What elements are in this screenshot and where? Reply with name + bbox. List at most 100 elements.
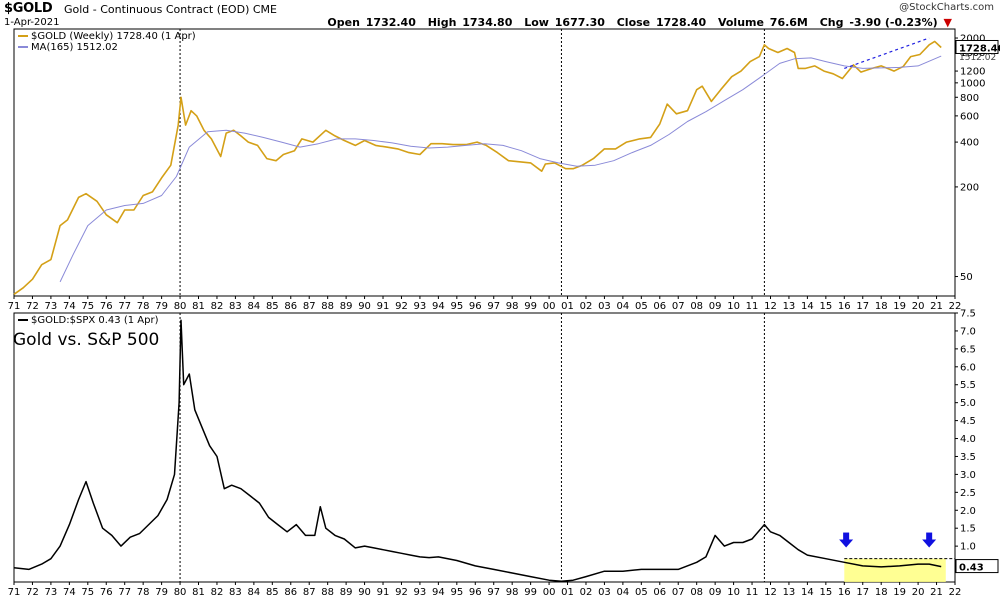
ratio-panel-xtick-label: 05 — [635, 587, 648, 598]
gold-panel-xtick-label: 06 — [653, 301, 666, 312]
ratio-panel-ytick-label: 5.5 — [960, 380, 976, 391]
ratio-panel-xtick-label: 04 — [617, 587, 630, 598]
ratio-panel-xtick-label: 71 — [8, 587, 21, 598]
ratio-panel-ytick-label: 2.0 — [960, 506, 976, 517]
gold-panel-legend-label: MA(165) 1512.02 — [31, 42, 118, 53]
close-label: Close — [616, 16, 651, 29]
ratio-panel-xtick-label: 86 — [284, 587, 297, 598]
gold-panel-xtick-label: 16 — [838, 301, 851, 312]
ratio-panel-ytick-label: 6.5 — [960, 344, 976, 355]
gold-panel-xtick-label: 03 — [598, 301, 611, 312]
ratio-panel-ytick-label: 3.5 — [960, 452, 976, 463]
gold-panel-xtick-label: 14 — [801, 301, 814, 312]
gold-panel-xtick-label: 18 — [875, 301, 888, 312]
gold-panel-xtick-label: 98 — [506, 301, 519, 312]
gold-panel-xtick-label: 11 — [746, 301, 759, 312]
gold-panel-xtick-label: 96 — [469, 301, 482, 312]
gold-panel-xtick-label: 89 — [340, 301, 353, 312]
open-label: Open — [327, 16, 360, 29]
symbol: $GOLD — [4, 1, 53, 16]
ratio-panel-xtick-label: 80 — [174, 587, 187, 598]
ratio-panel-ytick-label: 4.0 — [960, 434, 976, 445]
ratio-panel-xtick-label: 81 — [192, 587, 205, 598]
gold-panel-xtick-label: 15 — [819, 301, 832, 312]
ratio-panel-xtick-label: 20 — [912, 587, 925, 598]
ratio-panel-xtick-label: 75 — [81, 587, 94, 598]
ratio-panel-xtick-label: 96 — [469, 587, 482, 598]
gold-panel-xtick-label: 17 — [856, 301, 869, 312]
gold-panel-xtick-label: 84 — [247, 301, 260, 312]
ratio-panel-xtick-label: 06 — [653, 587, 666, 598]
ratio-panel-xtick-label: 02 — [580, 587, 593, 598]
ratio-panel-ytick-label: 7.0 — [960, 326, 976, 337]
gold-panel-xtick-label: 74 — [63, 301, 76, 312]
gold-panel-xtick-label: 12 — [764, 301, 777, 312]
gold-panel-xtick-label: 82 — [211, 301, 224, 312]
chg-value: -3.90 (-0.23%) — [849, 16, 938, 29]
ratio-panel-ytick-label: 1.5 — [960, 524, 976, 535]
gold-panel-xtick-label: 87 — [303, 301, 316, 312]
gold-panel-xtick-label: 81 — [192, 301, 205, 312]
gold-panel-ma-badge-text: 1512.02 — [959, 53, 996, 63]
ratio-panel-xtick-label: 07 — [672, 587, 685, 598]
gold-panel-xtick-label: 85 — [266, 301, 279, 312]
gold-panel-xtick-label: 10 — [727, 301, 740, 312]
gold-panel-xtick-label: 79 — [155, 301, 168, 312]
gold-panel-xtick-label: 20 — [912, 301, 925, 312]
high-value: 1734.80 — [462, 16, 513, 29]
ratio-panel-xtick-label: 98 — [506, 587, 519, 598]
ratio-panel-xtick-label: 01 — [561, 587, 574, 598]
gold-panel-xtick-label: 00 — [543, 301, 556, 312]
ratio-panel-xtick-label: 00 — [543, 587, 556, 598]
low-label: Low — [524, 16, 549, 29]
down-arrow-shaft — [926, 532, 933, 540]
ratio-panel-xtick-label: 94 — [432, 587, 445, 598]
gold-panel-frame — [13, 28, 956, 297]
ratio-panel-series-ratio — [13, 319, 942, 583]
down-arrow-head — [839, 539, 854, 548]
gold-panel-xtick-label: 75 — [81, 301, 94, 312]
gold-panel-series-gold — [13, 40, 942, 295]
close-value: 1728.40 — [656, 16, 707, 29]
ratio-panel-xtick-label: 91 — [377, 587, 390, 598]
open-value: 1732.40 — [365, 16, 416, 29]
ratio-panel-xtick-label: 79 — [155, 587, 168, 598]
ratio-panel-xtick-label: 22 — [949, 587, 962, 598]
ratio-panel-xtick-label: 99 — [524, 587, 537, 598]
ratio-panel-xtick-label: 76 — [100, 587, 113, 598]
ratio-panel-ytick-label: 6.0 — [960, 362, 976, 373]
chg-label: Chg — [819, 16, 844, 29]
ratio-panel-value-badge — [955, 559, 999, 574]
down-arrow-shaft — [843, 532, 850, 540]
ratio-panel-xtick-label: 12 — [764, 587, 777, 598]
ratio-panel-xtick-label: 97 — [487, 587, 500, 598]
ratio-panel-xtick-label: 89 — [340, 587, 353, 598]
gold-panel-xtick-label: 04 — [617, 301, 630, 312]
gold-panel-xtick-label: 92 — [395, 301, 408, 312]
volume-label: Volume — [717, 16, 764, 29]
ratio-panel-xtick-label: 73 — [45, 587, 58, 598]
gold-panel-xtick-label: 09 — [709, 301, 722, 312]
gold-panel-xtick-label: 13 — [783, 301, 796, 312]
gold-panel-xtick-label: 02 — [580, 301, 593, 312]
chart-date: 1-Apr-2021 — [4, 17, 60, 28]
chart-description: Gold - Continuous Contract (EOD) CME — [64, 3, 277, 16]
ratio-panel-xtick-label: 15 — [819, 587, 832, 598]
ratio-panel-xtick-label: 03 — [598, 587, 611, 598]
gold-panel-xtick-label: 99 — [524, 301, 537, 312]
ratio-panel-xtick-label: 88 — [321, 587, 334, 598]
gold-panel-ytick-label: 2000 — [960, 34, 985, 45]
ratio-panel-xtick-label: 08 — [690, 587, 703, 598]
volume-value: 76.6M — [769, 16, 808, 29]
ratio-chart-title: Gold vs. S&P 500 — [13, 330, 160, 350]
gold-panel-value-badge-text: 1728.40 — [959, 43, 1000, 54]
ratio-panel-xtick-label: 18 — [875, 587, 888, 598]
gold-panel-ytick-label: 1000 — [960, 78, 985, 89]
ratio-panel-value-badge-text: 0.43 — [959, 563, 984, 574]
low-value: 1677.30 — [554, 16, 605, 29]
brand-logo[interactable]: @StockCharts.com — [899, 2, 994, 13]
ratio-panel-xtick-label: 74 — [63, 587, 76, 598]
ratio-panel-ytick-label: 3.0 — [960, 470, 976, 481]
ratio-panel-xtick-label: 93 — [414, 587, 427, 598]
ratio-panel-xtick-label: 95 — [450, 587, 463, 598]
